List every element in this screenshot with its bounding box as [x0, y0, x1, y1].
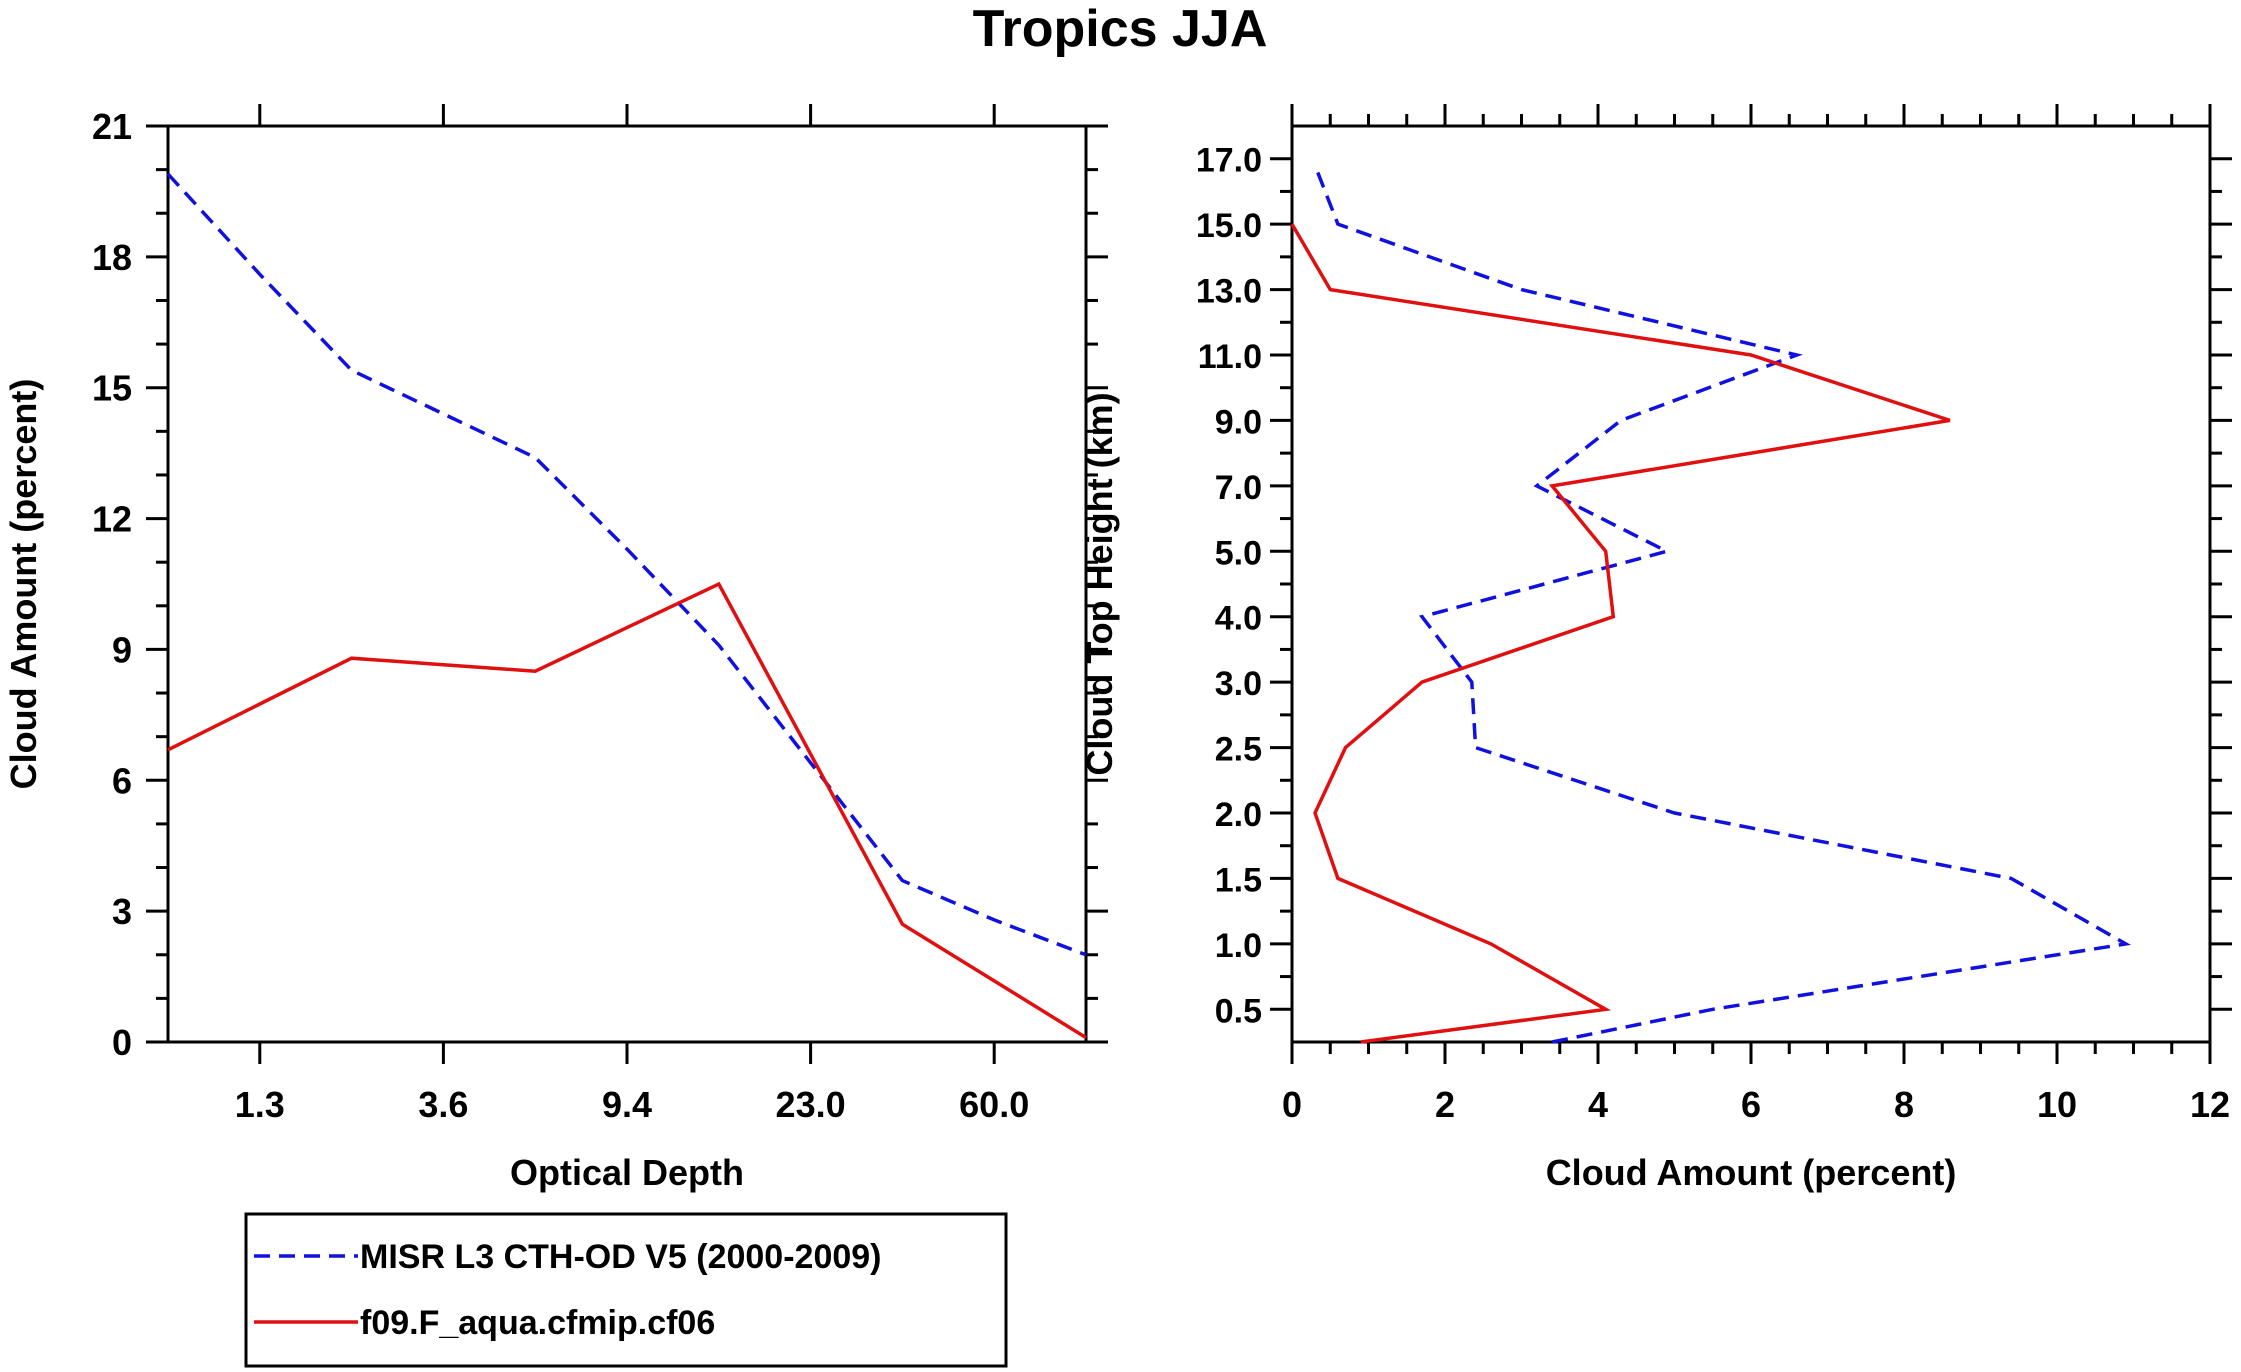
right-series-misr — [1313, 164, 2131, 1044]
left-x-tick-label: 9.4 — [602, 1084, 652, 1125]
left-y-tick-label: 3 — [112, 891, 132, 932]
right-y-tick-label: 17.0 — [1196, 142, 1262, 180]
left-y-axis-label: Cloud Amount (percent) — [3, 379, 44, 790]
right-x-tick-label: 4 — [1588, 1084, 1608, 1125]
right-y-tick-label: 0.5 — [1215, 992, 1262, 1030]
left-x-tick-label: 60.0 — [959, 1084, 1029, 1125]
right-x-tick-label: 8 — [1894, 1084, 1914, 1125]
left-series-lines — [166, 172, 1087, 1040]
left-plot-frame — [166, 124, 1088, 1044]
left-y-tick-label: 21 — [92, 106, 132, 147]
right-y-tick-label: 13.0 — [1196, 273, 1262, 311]
left-x-axis-label: Optical Depth — [510, 1152, 744, 1193]
right-y-tick-label: 2.0 — [1215, 796, 1262, 834]
left-y-tick-label: 18 — [92, 237, 132, 278]
right-series-model — [1290, 223, 1951, 1044]
legend: MISR L3 CTH-OD V5 (2000-2009) f09.F_aqua… — [244, 1212, 1008, 1368]
right-x-axis-label: Cloud Amount (percent) — [1546, 1152, 1957, 1193]
right-y-tick-label: 1.5 — [1215, 861, 1262, 899]
right-x-tick-label: 10 — [2037, 1084, 2077, 1125]
right-y-tick-label: 9.0 — [1215, 403, 1262, 441]
left-series-model — [167, 581, 1087, 1040]
left-y-tick-label: 6 — [112, 760, 132, 801]
optical-depth-panel: 0 3 6 9 12 15 18 21 1.3 3.6 9.4 23.0 60.0 Optical De… — [3, 104, 1108, 1193]
right-y-tick-label: 5.0 — [1215, 534, 1262, 572]
left-y-tick-label: 0 — [112, 1022, 132, 1063]
left-axis-ticks: 0 3 6 9 12 15 18 21 1.3 3.6 9.4 23.0 60.0 — [92, 104, 1108, 1125]
right-x-tick-label: 12 — [2190, 1084, 2230, 1125]
left-y-tick-label: 15 — [92, 368, 132, 409]
left-x-tick-label: 23.0 — [776, 1084, 846, 1125]
left-series-misr — [166, 172, 1087, 957]
legend-label-model: f09.F_aqua.cfmip.cf06 — [360, 1304, 715, 1342]
right-x-tick-label: 6 — [1741, 1084, 1761, 1125]
left-x-tick-label: 3.6 — [418, 1084, 468, 1125]
legend-box — [244, 1212, 1008, 1368]
right-plot-frame — [1290, 124, 2212, 1044]
left-x-tick-label: 1.3 — [235, 1084, 285, 1125]
right-y-tick-label: 11.0 — [1198, 338, 1262, 376]
right-y-tick-label: 1.0 — [1215, 927, 1262, 965]
right-y-tick-label: 15.0 — [1196, 207, 1262, 245]
cloud-top-height-panel: 0 2 4 6 8 10 12 0.5 1.0 1.5 2.0 2.5 3.0 4.0 5.0 7.0 9.0 1… — [1079, 104, 2232, 1193]
right-x-tick-label: 2 — [1435, 1084, 1455, 1125]
right-series-lines — [1290, 164, 2131, 1044]
right-x-tick-label: 0 — [1282, 1084, 1302, 1125]
right-y-tick-label: 4.0 — [1215, 600, 1262, 638]
right-axis-ticks: 0 2 4 6 8 10 12 0.5 1.0 1.5 2.0 2.5 3.0 4.0 5.0 7.0 9.0 1… — [1196, 104, 2232, 1125]
legend-label-misr: MISR L3 CTH-OD V5 (2000-2009) — [360, 1238, 882, 1276]
left-y-tick-label: 12 — [92, 499, 132, 540]
right-y-tick-label: 3.0 — [1215, 665, 1262, 703]
right-y-axis-label: Cloud Top Height (km) — [1079, 392, 1120, 775]
left-y-tick-label: 9 — [112, 629, 132, 670]
right-y-tick-label: 2.5 — [1215, 731, 1262, 769]
figure-title: Tropics JJA — [973, 0, 1268, 58]
right-y-tick-label: 7.0 — [1215, 469, 1262, 507]
